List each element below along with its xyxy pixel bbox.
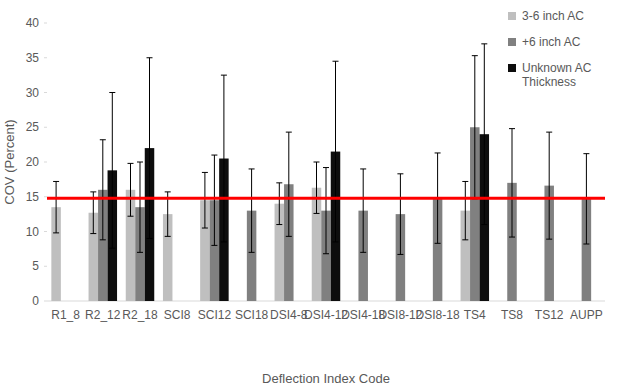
error-bar: [211, 155, 217, 245]
y-tick: [44, 196, 47, 197]
error-bar: [137, 162, 143, 252]
legend-swatch: [508, 12, 516, 20]
chart: 0 5 10 15 20 25 30 35 40 R1_8 R2_12R2_18 SCI8 SCI12S…: [0, 0, 624, 390]
error-bar: [509, 129, 515, 237]
error-bar: [314, 162, 320, 213]
error-bar: [286, 132, 292, 236]
y-tick: [44, 301, 47, 302]
error-bar: [360, 169, 366, 252]
plot-area: [47, 44, 605, 301]
x-tick-label: R1_8: [51, 308, 80, 322]
legend-label: +6 inch AC: [522, 35, 581, 49]
error-bar: [276, 183, 282, 225]
y-tick-label: 25: [26, 120, 40, 134]
error-bar: [546, 132, 552, 239]
error-bar: [397, 174, 403, 255]
error-bar: [333, 61, 339, 242]
error-bar: [221, 75, 227, 242]
legend-label: Unknown ACThickness: [522, 61, 592, 89]
y-tick: [44, 266, 47, 267]
legend-label: 3-6 inch AC: [522, 9, 584, 23]
x-tick-label: TS8: [501, 308, 523, 322]
y-tick: [44, 57, 47, 58]
y-tick: [44, 127, 47, 128]
x-tick-label: SCI8: [164, 308, 191, 322]
y-tick-label: 10: [26, 225, 40, 239]
x-tick-label: SCI12: [198, 308, 232, 322]
y-axis-label: COV (Percent): [2, 119, 17, 204]
y-tick: [44, 23, 47, 24]
error-bar: [202, 172, 208, 228]
y-tick: [44, 231, 47, 232]
y-tick-label: 0: [32, 294, 39, 308]
y-tick-label: 5: [32, 259, 39, 273]
x-tick-label: DSI4-8: [270, 308, 308, 322]
y-tick-label: 30: [26, 86, 40, 100]
legend-swatch: [508, 64, 516, 72]
error-bar: [128, 163, 134, 216]
x-tick-label: TS12: [535, 308, 564, 322]
y-tick-label: 35: [26, 51, 40, 65]
error-bar: [53, 181, 59, 232]
y-tick: [44, 162, 47, 163]
x-tick-label: SCI18: [235, 308, 269, 322]
x-tick-label: AUPP: [570, 308, 603, 322]
y-tick-label: 15: [26, 190, 40, 204]
error-bar: [462, 181, 468, 239]
error-bar: [472, 56, 478, 199]
legend-label-line: Unknown AC: [522, 61, 592, 75]
error-bar: [323, 168, 329, 254]
y-tick: [44, 92, 47, 93]
legend-label-line: Thickness: [522, 75, 576, 89]
error-bar: [249, 169, 255, 252]
error-bar: [100, 140, 106, 240]
error-bar: [109, 93, 115, 249]
x-tick-label: R2_18: [122, 308, 158, 322]
y-tick-label: 40: [26, 16, 40, 30]
y-tick-label: 20: [26, 155, 40, 169]
x-tick-label: TS4: [464, 308, 486, 322]
x-tick-label: DSI8-18: [416, 308, 460, 322]
error-bar: [147, 58, 153, 239]
x-tick-label: R2_12: [85, 308, 121, 322]
x-axis-label: Deflection Index Code: [262, 371, 390, 386]
legend-swatch: [508, 38, 516, 46]
reference-line: [47, 197, 605, 200]
legend: 3-6 inch AC +6 inch AC Unknown ACThickness: [508, 9, 592, 89]
